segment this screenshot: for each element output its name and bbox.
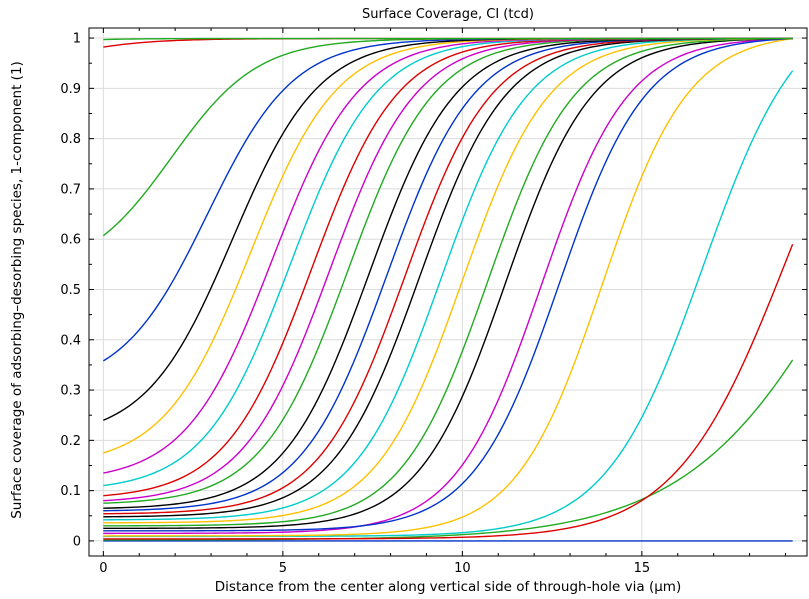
series-line bbox=[103, 37, 793, 530]
y-tick-label: 0.4 bbox=[60, 333, 81, 348]
series-line bbox=[103, 37, 793, 41]
y-tick-label: 0.2 bbox=[60, 434, 81, 449]
series-line bbox=[103, 37, 793, 532]
chart-title: Surface Coverage, CI (tcd) bbox=[362, 7, 534, 22]
x-tick-label: 5 bbox=[279, 561, 287, 576]
x-tick-label: 0 bbox=[99, 561, 107, 576]
y-tick-label: 0.6 bbox=[60, 233, 81, 248]
y-tick-label: 0 bbox=[73, 534, 81, 549]
plot-frame bbox=[88, 27, 808, 557]
y-axis-label: Surface coverage of adsorbing–desorbing … bbox=[9, 61, 25, 519]
x-tick-label: 10 bbox=[454, 561, 471, 576]
y-tick-label: 0.5 bbox=[60, 283, 81, 298]
y-tick-label: 0.3 bbox=[60, 384, 81, 399]
y-tick-label: 1 bbox=[73, 32, 81, 47]
series-line bbox=[103, 37, 793, 521]
series-line bbox=[103, 37, 793, 524]
y-tick-label: 0.7 bbox=[60, 182, 81, 197]
x-tick-label: 15 bbox=[634, 561, 651, 576]
x-axis: 0 5 10 15 bbox=[99, 28, 786, 576]
x-axis-label: Distance from the center along vertical … bbox=[215, 579, 681, 595]
series-line bbox=[103, 243, 794, 540]
y-tick-label: 0.9 bbox=[60, 82, 81, 97]
series-group bbox=[102, 37, 794, 542]
series-line bbox=[103, 37, 793, 535]
series-line bbox=[103, 359, 794, 541]
y-axis: 0 0.1 0.2 0.3 0.4 0.5 0.6 0.7 0.8 0.9 1 bbox=[60, 32, 807, 549]
y-tick-label: 0.8 bbox=[60, 132, 81, 147]
y-tick-label: 0.1 bbox=[60, 484, 81, 499]
series-line bbox=[103, 37, 793, 527]
series-line bbox=[103, 37, 793, 537]
